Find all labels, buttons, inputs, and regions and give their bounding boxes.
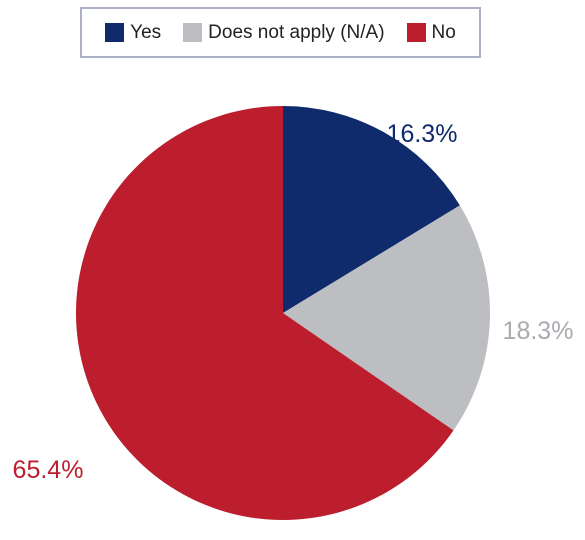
slice-label-no: 65.4% — [13, 456, 84, 484]
slice-label-na: 18.3% — [503, 317, 574, 345]
pie-slice-yes — [283, 106, 460, 313]
pie-slice-na — [283, 205, 490, 431]
legend-swatch-yes — [105, 23, 125, 42]
legend-label-yes: Yes — [130, 21, 162, 43]
legend-item-yes: Yes — [105, 22, 161, 44]
legend-label-na: Does not apply (N/A) — [208, 21, 385, 43]
legend-item-na: Does not apply (N/A) — [183, 21, 385, 44]
legend-item-no: No — [406, 21, 456, 44]
slice-label-yes: 16.3% — [387, 120, 458, 148]
legend-swatch-na — [183, 23, 203, 42]
legend: Yes Does not apply (N/A) No — [80, 7, 481, 58]
legend-label-no: No — [431, 21, 456, 43]
legend-swatch-no — [406, 23, 426, 42]
pie-slice-no — [76, 106, 454, 520]
